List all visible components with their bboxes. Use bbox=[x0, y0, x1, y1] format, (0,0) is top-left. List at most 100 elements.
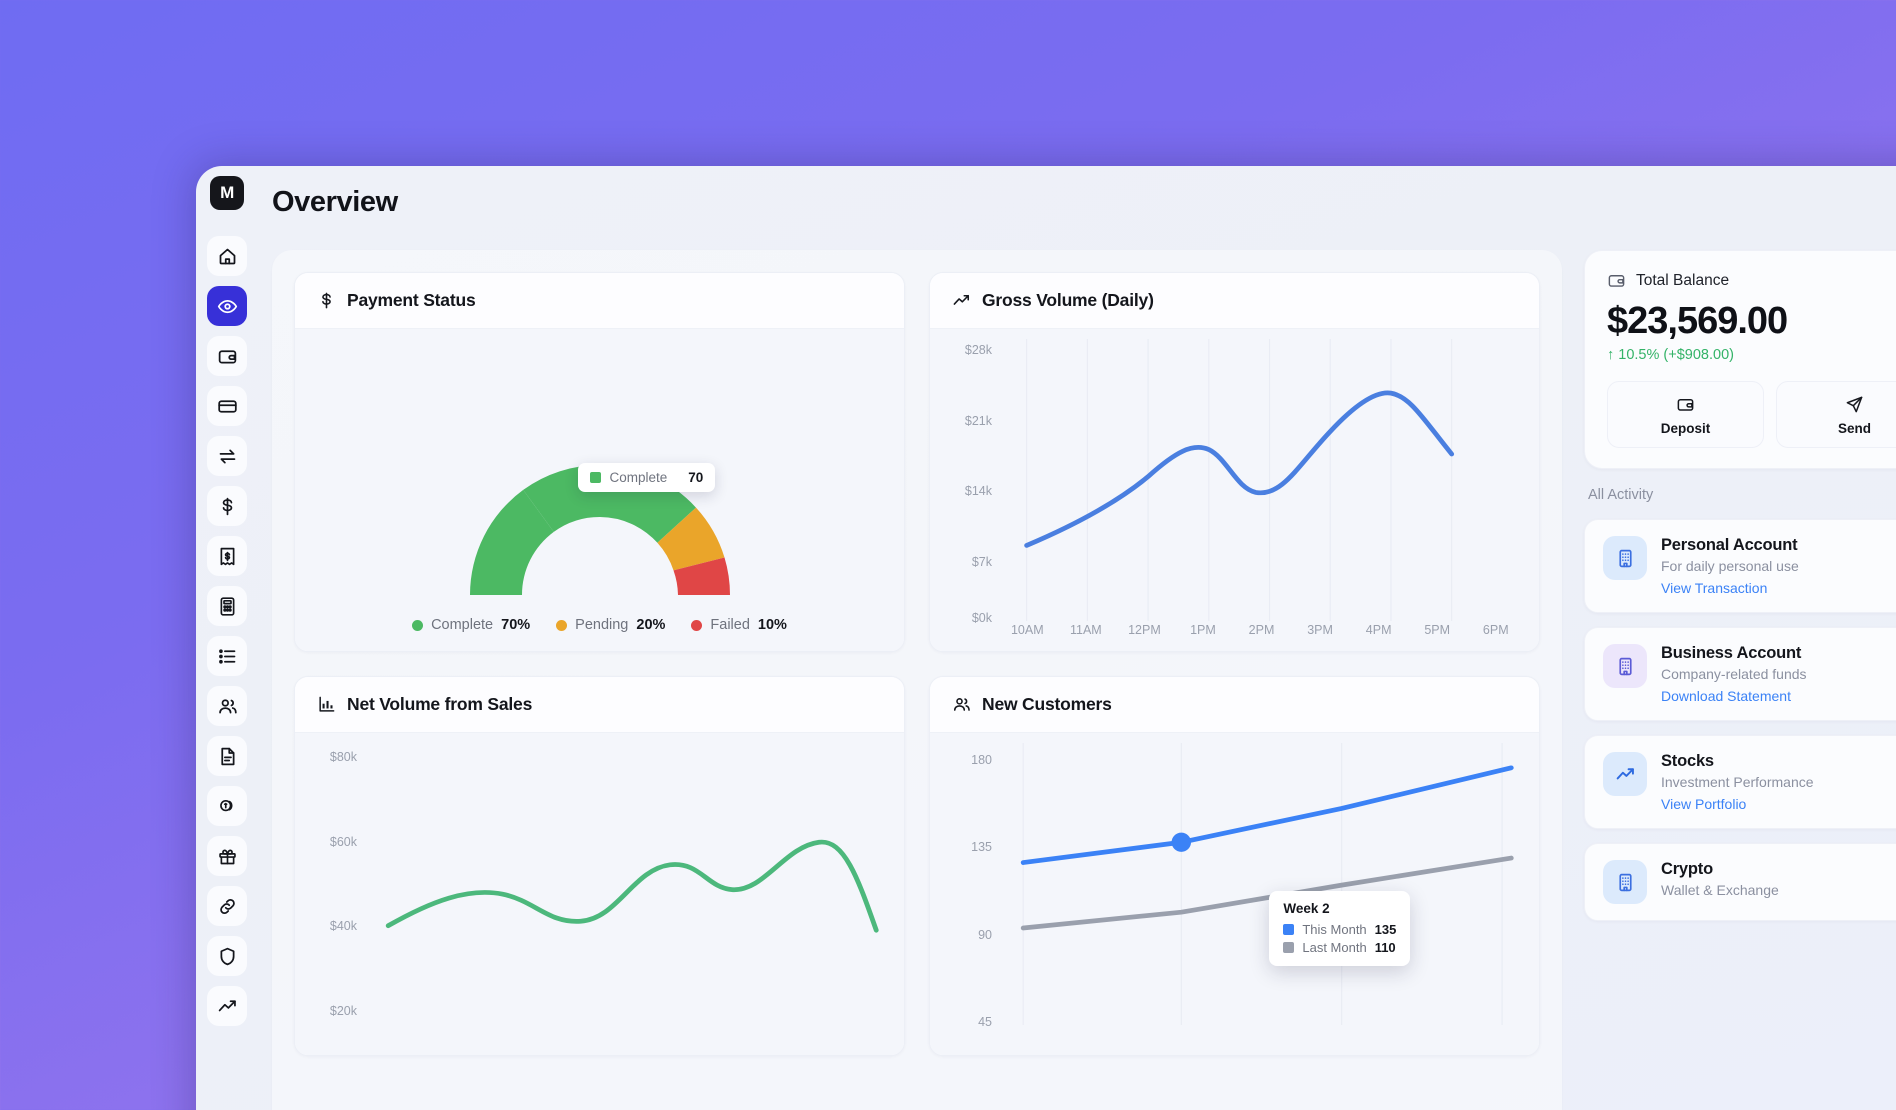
eye-icon bbox=[217, 296, 238, 317]
list-item[interactable]: Crypto Wallet & Exchange bbox=[1584, 843, 1896, 921]
x-tick: 3PM bbox=[1307, 623, 1333, 637]
tooltip-row: This Month 135 bbox=[1283, 922, 1396, 937]
activity-section-label: All Activity bbox=[1588, 487, 1654, 503]
card-gross-volume: Gross Volume (Daily) $28k $21k $14k $7k … bbox=[929, 272, 1540, 652]
list-item-title: Personal Account bbox=[1661, 536, 1798, 554]
y-tick: $14k bbox=[964, 484, 992, 499]
legend-item[interactable]: Pending 20% bbox=[556, 617, 665, 633]
sidebar-item-cards[interactable] bbox=[207, 386, 247, 426]
coins-icon bbox=[217, 796, 238, 817]
y-tick: 180 bbox=[971, 752, 992, 767]
sidebar-item-documents[interactable] bbox=[207, 736, 247, 776]
deposit-label: Deposit bbox=[1660, 421, 1711, 436]
building-icon bbox=[1603, 860, 1647, 904]
line-svg bbox=[385, 839, 879, 933]
gauge-tooltip: Complete 70 bbox=[577, 463, 716, 492]
app-logo[interactable]: M bbox=[210, 176, 244, 210]
sidebar-item-overview[interactable] bbox=[207, 286, 247, 326]
sidebar-item-analytics[interactable] bbox=[207, 986, 247, 1026]
card-payment-status: Payment Status bbox=[294, 272, 905, 652]
y-axis: $28k $21k $14k $7k $0k bbox=[944, 339, 998, 625]
card-body: $28k $21k $14k $7k $0k bbox=[930, 329, 1539, 651]
sidebar-item-customers[interactable] bbox=[207, 686, 247, 726]
legend-dot bbox=[556, 619, 568, 631]
send-icon bbox=[1845, 395, 1864, 414]
y-tick: $7k bbox=[971, 554, 992, 569]
page-title: Overview bbox=[272, 185, 398, 218]
legend-item[interactable]: Failed 10% bbox=[691, 617, 787, 633]
card-new-customers: New Customers 180 135 90 45 bbox=[929, 676, 1540, 1056]
list-item[interactable]: Business Account Company-related funds D… bbox=[1584, 627, 1896, 721]
legend-item[interactable]: Complete 70% bbox=[412, 617, 530, 633]
list-item-link[interactable]: View Portfolio bbox=[1661, 796, 1747, 812]
line-series-net-volume bbox=[385, 839, 879, 933]
tooltip-value: 70 bbox=[688, 470, 704, 485]
legend-value: 70% bbox=[501, 617, 531, 633]
sidebar-item-calculator[interactable] bbox=[207, 586, 247, 626]
net-volume-chart: $80k $60k $40k $20k bbox=[309, 743, 890, 1047]
tooltip-label: This Month bbox=[1302, 922, 1367, 937]
wallet-icon bbox=[217, 346, 238, 367]
sidebar-item-home[interactable] bbox=[207, 236, 247, 276]
sidebar-item-payments[interactable] bbox=[207, 486, 247, 526]
sidebar-item-security[interactable] bbox=[207, 936, 247, 976]
x-tick: 6PM bbox=[1482, 623, 1509, 637]
new-customers-chart: 180 135 90 45 bbox=[944, 743, 1525, 1047]
sidebar-item-list[interactable] bbox=[207, 636, 247, 676]
trending-up-icon bbox=[217, 996, 238, 1017]
tooltip-swatch bbox=[1283, 924, 1295, 935]
transfer-arrows-icon bbox=[217, 446, 238, 467]
tooltip-value: 110 bbox=[1374, 940, 1396, 955]
total-balance-card: Total Balance $23,569.00 ↑ 10.5% (+$908.… bbox=[1584, 250, 1896, 469]
trending-up-icon bbox=[952, 291, 971, 310]
sidebar-item-rewards[interactable] bbox=[207, 836, 247, 876]
card-title: New Customers bbox=[982, 694, 1112, 714]
activity-list: Personal Account For daily personal use … bbox=[1584, 519, 1896, 921]
plot-area bbox=[998, 339, 1525, 621]
deposit-button[interactable]: Deposit bbox=[1607, 381, 1764, 448]
list-item[interactable]: Stocks Investment Performance View Portf… bbox=[1584, 735, 1896, 829]
list-item-subtitle: For daily personal use bbox=[1661, 558, 1799, 574]
list-item-text: Stocks Investment Performance View Portf… bbox=[1661, 752, 1814, 812]
y-tick: $60k bbox=[329, 834, 357, 849]
legend-value: 20% bbox=[636, 617, 666, 633]
list-item-subtitle: Investment Performance bbox=[1661, 774, 1814, 790]
gauge-chart: Complete 70 Complete 70% bbox=[295, 329, 904, 651]
building-icon bbox=[1603, 644, 1647, 688]
balance-actions: Deposit Send bbox=[1607, 381, 1896, 448]
bar-chart-icon bbox=[317, 695, 336, 714]
sidebar-item-transfers[interactable] bbox=[207, 436, 247, 476]
card-net-volume: Net Volume from Sales $80k $60k $40k $20… bbox=[294, 676, 905, 1056]
x-tick: 4PM bbox=[1365, 623, 1392, 637]
x-tick: 11AM bbox=[1069, 623, 1102, 637]
users-icon bbox=[952, 695, 971, 714]
list-item[interactable]: Personal Account For daily personal use … bbox=[1584, 519, 1896, 613]
line-svg bbox=[1024, 339, 1455, 621]
list-item-title: Crypto bbox=[1661, 860, 1713, 878]
balance-amount: $23,569.00 bbox=[1607, 300, 1788, 342]
sidebar-item-wallet[interactable] bbox=[207, 336, 247, 376]
card-header: Gross Volume (Daily) bbox=[930, 273, 1539, 329]
y-tick: $20k bbox=[329, 1003, 357, 1018]
sidebar-item-coins[interactable] bbox=[207, 786, 247, 826]
card-title: Gross Volume (Daily) bbox=[982, 290, 1154, 310]
gauge-legend: Complete 70% Pending 20% bbox=[412, 617, 787, 633]
x-tick: 10AM bbox=[1010, 623, 1044, 637]
send-button[interactable]: Send bbox=[1776, 381, 1896, 448]
y-tick: 135 bbox=[971, 840, 992, 855]
list-item-title: Business Account bbox=[1661, 644, 1802, 662]
tooltip-row: Last Month 110 bbox=[1283, 940, 1396, 955]
list-item-link[interactable]: View Transaction bbox=[1661, 580, 1768, 596]
receipt-dollar-icon bbox=[217, 546, 238, 567]
list-item-link[interactable]: Download Statement bbox=[1661, 688, 1791, 704]
content-area: Overview Payment Status bbox=[258, 166, 1896, 1110]
y-axis: 180 135 90 45 bbox=[944, 743, 998, 1029]
y-tick: $40k bbox=[329, 919, 357, 934]
legend-dot bbox=[691, 619, 703, 631]
list-item-text: Crypto Wallet & Exchange bbox=[1661, 860, 1779, 898]
sidebar-item-links[interactable] bbox=[207, 886, 247, 926]
credit-card-icon bbox=[217, 396, 238, 417]
gauge-slice-complete bbox=[469, 489, 554, 595]
card-body: $80k $60k $40k $20k bbox=[295, 733, 904, 1055]
sidebar-item-invoices[interactable] bbox=[207, 536, 247, 576]
